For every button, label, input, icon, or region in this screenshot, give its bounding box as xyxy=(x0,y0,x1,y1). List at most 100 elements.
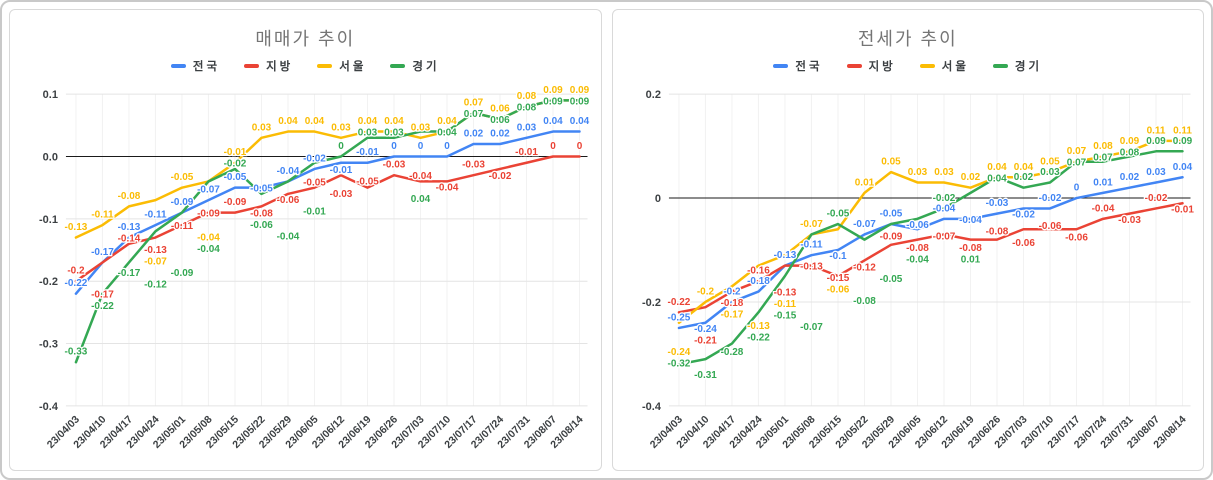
data-point-label: 0.05 xyxy=(1040,157,1060,168)
chart-panel-sale-price: 매매가 추이 전국 지방 서울 경기 0.1 0.0 -0.1 -0.2 -0.3 -0.4 23… xyxy=(9,9,602,471)
legend-swatch xyxy=(317,64,333,68)
data-point-label: 0.03 xyxy=(411,122,431,133)
data-point-label: -0.02 xyxy=(1144,193,1167,204)
data-point-label: 0 xyxy=(550,141,556,152)
data-point-label: -0.07 xyxy=(800,322,823,333)
data-point-label: 0.04 xyxy=(278,116,298,127)
data-point-label: -0.07 xyxy=(853,219,876,230)
data-point-label: 0.01 xyxy=(854,177,874,188)
data-point-label: 0 xyxy=(1073,183,1079,194)
data-point-label: -0.05 xyxy=(879,274,902,285)
data-point-label: 0.04 xyxy=(305,116,325,127)
series-line-전국 xyxy=(74,130,581,295)
data-point-label: 0 xyxy=(444,141,450,152)
data-point-label: -0.18 xyxy=(720,298,743,309)
data-point-label: -0.02 xyxy=(224,159,247,170)
chart-title-jeonse-price: 전세가 추이 xyxy=(857,29,958,49)
data-point-label: -0.08 xyxy=(959,243,982,254)
legend-swatch xyxy=(846,64,862,68)
data-point-label: -0.12 xyxy=(144,280,167,291)
data-point-label: 0.08 xyxy=(517,91,537,102)
data-point-label: -0.04 xyxy=(277,232,300,243)
data-point-label: 0.03 xyxy=(252,122,272,133)
data-point-label: 0.04 xyxy=(437,116,457,127)
data-point-label: 0.07 xyxy=(464,109,484,120)
series-line-경기 xyxy=(74,99,581,364)
legend-swatch xyxy=(992,64,1008,68)
data-point-label: 0.03 xyxy=(907,167,927,178)
data-point-label: 0 xyxy=(418,141,424,152)
data-point-label: 0.05 xyxy=(881,157,901,168)
data-point-label: -0.01 xyxy=(356,147,379,158)
chart-legend-sale-price: 전국 지방 서울 경기 xyxy=(10,58,601,74)
data-point-label: -0.09 xyxy=(197,209,220,220)
data-point-label: -0.08 xyxy=(906,243,929,254)
data-point-label: -0.2 xyxy=(723,286,741,297)
chart-title-sale-price: 매매가 추이 xyxy=(255,29,356,49)
data-point-label: -0.17 xyxy=(118,268,141,279)
data-point-label: 0.03 xyxy=(1040,167,1060,178)
data-point-label: -0.01 xyxy=(515,147,538,158)
data-point-label: -0.11 xyxy=(91,210,114,221)
data-point-label: -0.08 xyxy=(985,226,1008,237)
data-point-label: -0.07 xyxy=(197,185,220,196)
data-point-label: -0.11 xyxy=(144,210,167,221)
data-point-label: 0.09 xyxy=(570,85,590,96)
data-point-label: -0.05 xyxy=(224,172,247,183)
series-line-경기 xyxy=(677,150,1184,366)
data-point-label: -0.04 xyxy=(197,244,220,255)
series-line-전국 xyxy=(677,176,1184,330)
data-point-label: 0.04 xyxy=(1172,162,1192,173)
data-point-label: -0.04 xyxy=(959,215,982,226)
legend-label: 전국 xyxy=(795,61,823,73)
data-point-label: 0.09 xyxy=(1146,136,1166,147)
data-point-label: -0.15 xyxy=(773,311,796,322)
data-point-label: -0.04 xyxy=(409,171,432,182)
legend-item-서울: 서울 xyxy=(919,58,969,74)
data-point-label: -0.13 xyxy=(773,250,796,261)
data-point-label: -0.01 xyxy=(303,207,326,218)
data-point-label: 0.07 xyxy=(464,97,484,108)
data-point-label: -0.22 xyxy=(667,297,690,308)
data-point-label: -0.05 xyxy=(826,209,849,220)
legend-swatch xyxy=(919,64,935,68)
data-point-label: -0.25 xyxy=(667,312,690,323)
data-point-label: -0.04 xyxy=(906,255,929,266)
legend-label: 지방 xyxy=(266,61,294,73)
data-point-label: -0.12 xyxy=(853,263,876,274)
data-point-label: -0.01 xyxy=(224,147,247,158)
data-point-label: 0.08 xyxy=(1093,141,1113,152)
y-axis-tick-label: -0.3 xyxy=(39,339,58,351)
data-point-label: -0.16 xyxy=(747,266,770,277)
data-point-label: 0.09 xyxy=(543,85,563,96)
data-point-label: -0.03 xyxy=(462,160,485,171)
data-point-label: -0.07 xyxy=(932,232,955,243)
legend-item-지방: 지방 xyxy=(846,58,896,74)
data-point-label: -0.04 xyxy=(436,183,459,194)
data-point-label: -0.02 xyxy=(303,153,326,164)
series-line-서울 xyxy=(677,139,1184,325)
data-point-label: 0.04 xyxy=(437,128,457,139)
data-point-label: 0.08 xyxy=(517,103,537,114)
data-point-label: -0.03 xyxy=(985,198,1008,209)
data-point-label: -0.08 xyxy=(250,209,273,220)
data-point-label: 0.03 xyxy=(1146,167,1166,178)
data-point-label: -0.06 xyxy=(250,220,273,231)
data-point-label: -0.07 xyxy=(144,257,167,268)
legend-item-지방: 지방 xyxy=(244,58,293,74)
legend-label: 경기 xyxy=(412,61,440,73)
data-point-label: 0.08 xyxy=(1119,147,1139,158)
data-point-label: 0.04 xyxy=(1013,162,1033,173)
data-point-label: 0.01 xyxy=(960,255,980,266)
data-point-label: -0.05 xyxy=(171,172,194,183)
data-point-label: 0.02 xyxy=(490,129,510,140)
data-point-label: -0.28 xyxy=(720,347,743,358)
data-point-label: -0.2 xyxy=(67,266,85,277)
data-point-label: -0.22 xyxy=(91,301,114,312)
data-point-label: 0.09 xyxy=(1119,136,1139,147)
series-line-지방 xyxy=(677,202,1184,314)
data-point-label: 0.03 xyxy=(358,128,378,139)
data-point-label: -0.04 xyxy=(197,233,220,244)
data-point-label: -0.17 xyxy=(91,247,114,258)
data-point-label: 0.03 xyxy=(331,122,351,133)
